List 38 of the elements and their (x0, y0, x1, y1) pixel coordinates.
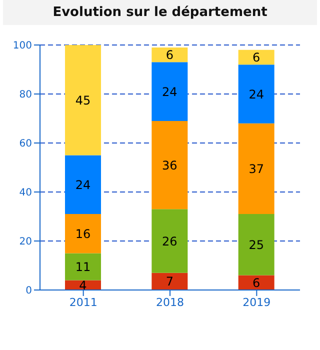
data-label: 16 (75, 226, 91, 241)
bar (238, 64, 274, 124)
data-label: 4 (79, 278, 87, 292)
chart-title: Evolution sur le département (3, 0, 317, 25)
data-label: 7 (166, 274, 174, 289)
bar (65, 214, 101, 254)
data-label: 26 (162, 234, 178, 248)
bar (65, 155, 101, 214)
bar (238, 123, 274, 214)
data-label: 24 (75, 178, 91, 192)
data-label: 6 (252, 276, 260, 290)
data-label: 24 (162, 84, 178, 99)
bar (152, 272, 188, 290)
x-tick-label: 2011 (69, 296, 98, 309)
y-tick-label: 80 (19, 90, 32, 101)
data-label: 37 (248, 162, 264, 176)
x-tick-label: 2018 (156, 296, 184, 309)
data-label: 6 (252, 50, 260, 65)
bar (152, 120, 188, 210)
x-tick-label: 2019 (242, 296, 271, 309)
data-label: 24 (248, 87, 264, 102)
data-label: 11 (75, 260, 91, 274)
bar (65, 253, 101, 280)
y-tick-label: 60 (19, 138, 32, 150)
bar (152, 62, 188, 121)
bar (238, 214, 274, 276)
bar (152, 209, 188, 273)
y-tick-label: 20 (19, 236, 32, 248)
bar (152, 47, 188, 62)
data-label: 25 (248, 238, 264, 252)
bar (65, 45, 101, 156)
data-label: 6 (166, 48, 174, 62)
y-tick-label: 40 (19, 188, 32, 199)
data-label: 36 (162, 158, 178, 172)
y-tick-label: 0 (26, 286, 32, 297)
bar (238, 50, 274, 65)
data-label: 45 (75, 93, 91, 108)
y-tick-label: 100 (12, 40, 32, 52)
